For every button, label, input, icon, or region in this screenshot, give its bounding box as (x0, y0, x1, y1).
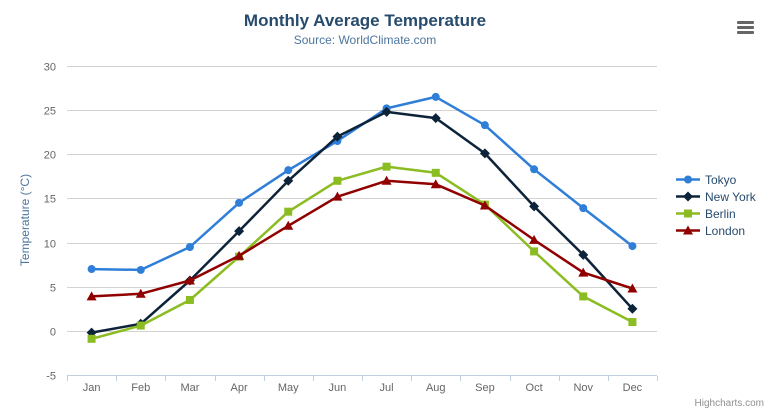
data-point[interactable] (431, 92, 440, 101)
y-axis-tick-label: 5 (50, 283, 56, 295)
data-point[interactable] (136, 321, 145, 330)
y-axis-tick-label: 25 (44, 106, 56, 118)
legend-label: New York (705, 189, 756, 204)
series-line[interactable] (90, 165, 634, 341)
data-point[interactable] (381, 175, 392, 185)
data-point[interactable] (382, 162, 391, 171)
hamburger-icon (737, 20, 755, 34)
data-point[interactable] (480, 121, 489, 130)
series-line[interactable] (90, 110, 634, 334)
data-point[interactable] (86, 291, 97, 301)
y-axis-title: Temperature (°C) (18, 173, 32, 267)
x-axis-tick-label: Sep (475, 382, 495, 394)
legend-label: Berlin (705, 206, 736, 221)
data-point[interactable] (529, 201, 540, 212)
legend-marker (684, 209, 692, 218)
x-axis-tick-label: Aug (426, 382, 446, 394)
data-point[interactable] (184, 275, 195, 285)
data-point[interactable] (234, 250, 245, 260)
legend-item-new-york[interactable]: New York (676, 188, 756, 205)
data-point[interactable] (579, 292, 588, 301)
data-point[interactable] (578, 267, 589, 277)
y-axis-tick-label: 0 (50, 327, 56, 339)
series-london (86, 175, 638, 301)
y-axis-tick-label: 20 (44, 150, 56, 162)
data-point[interactable] (627, 283, 638, 293)
chart-context-menu-button[interactable] (733, 16, 759, 40)
series-line[interactable] (90, 179, 634, 298)
y-axis-tick-label: -5 (46, 371, 56, 383)
data-point[interactable] (185, 242, 194, 251)
x-axis-tick-label: Jun (329, 382, 347, 394)
x-axis-tick-label: Apr (231, 382, 248, 394)
data-point[interactable] (185, 295, 194, 304)
data-point[interactable] (627, 303, 638, 314)
x-axis-tick-label: Dec (623, 382, 643, 394)
legend-marker (683, 225, 693, 235)
data-point[interactable] (431, 168, 440, 177)
x-axis-tick-label: Nov (573, 382, 593, 394)
x-axis-tick-label: Oct (526, 382, 543, 394)
data-point[interactable] (135, 288, 146, 298)
y-axis-tick-label: 30 (44, 62, 56, 74)
legend-marker (684, 175, 692, 184)
x-axis-tick-label: May (278, 382, 299, 394)
data-point[interactable] (430, 113, 441, 124)
data-point[interactable] (628, 318, 637, 327)
data-point[interactable] (87, 265, 96, 274)
data-point[interactable] (479, 200, 490, 210)
data-point[interactable] (530, 165, 539, 174)
data-point[interactable] (333, 176, 342, 185)
data-point[interactable] (234, 226, 245, 237)
data-point[interactable] (283, 175, 294, 186)
x-axis-tick-label: Jan (83, 382, 101, 394)
chart-title: Monthly Average Temperature (243, 11, 487, 30)
data-point[interactable] (479, 148, 490, 159)
credits-link[interactable]: Highcharts.com (694, 398, 764, 409)
data-point[interactable] (628, 242, 637, 251)
legend-item-berlin[interactable]: Berlin (676, 205, 756, 222)
legend-marker (683, 191, 693, 202)
data-point[interactable] (529, 234, 540, 244)
legend-label: London (705, 223, 746, 238)
data-point[interactable] (332, 131, 343, 142)
legend-marker-icon (676, 225, 700, 235)
legend-label: Tokyo (705, 172, 737, 187)
data-point[interactable] (579, 204, 588, 213)
data-point[interactable] (283, 220, 294, 230)
x-axis-tick-label: Mar (180, 382, 199, 394)
legend-marker-icon (676, 191, 700, 202)
data-point[interactable] (332, 191, 343, 201)
data-point[interactable] (284, 207, 293, 216)
x-axis-tick-label: Jul (380, 382, 394, 394)
y-axis-tick-label: 15 (44, 194, 56, 206)
data-point[interactable] (284, 166, 293, 175)
data-point[interactable] (235, 198, 244, 207)
data-point[interactable] (430, 179, 441, 189)
data-point[interactable] (530, 247, 539, 256)
data-point[interactable] (381, 106, 392, 117)
series-new-york (86, 106, 638, 338)
data-point[interactable] (136, 265, 145, 274)
series-tokyo (87, 92, 637, 274)
data-point[interactable] (578, 249, 589, 260)
x-axis-tick-label: Feb (131, 382, 150, 394)
legend-marker-icon (676, 175, 700, 184)
legend-marker-icon (676, 209, 700, 218)
chart-subtitle: Source: WorldClimate.com (293, 33, 437, 47)
legend: Tokyo New York Berlin London (676, 171, 756, 239)
legend-item-london[interactable]: London (676, 222, 756, 239)
data-point[interactable] (87, 334, 96, 343)
y-axis-tick-label: 10 (44, 239, 56, 251)
legend-item-tokyo[interactable]: Tokyo (676, 171, 756, 188)
